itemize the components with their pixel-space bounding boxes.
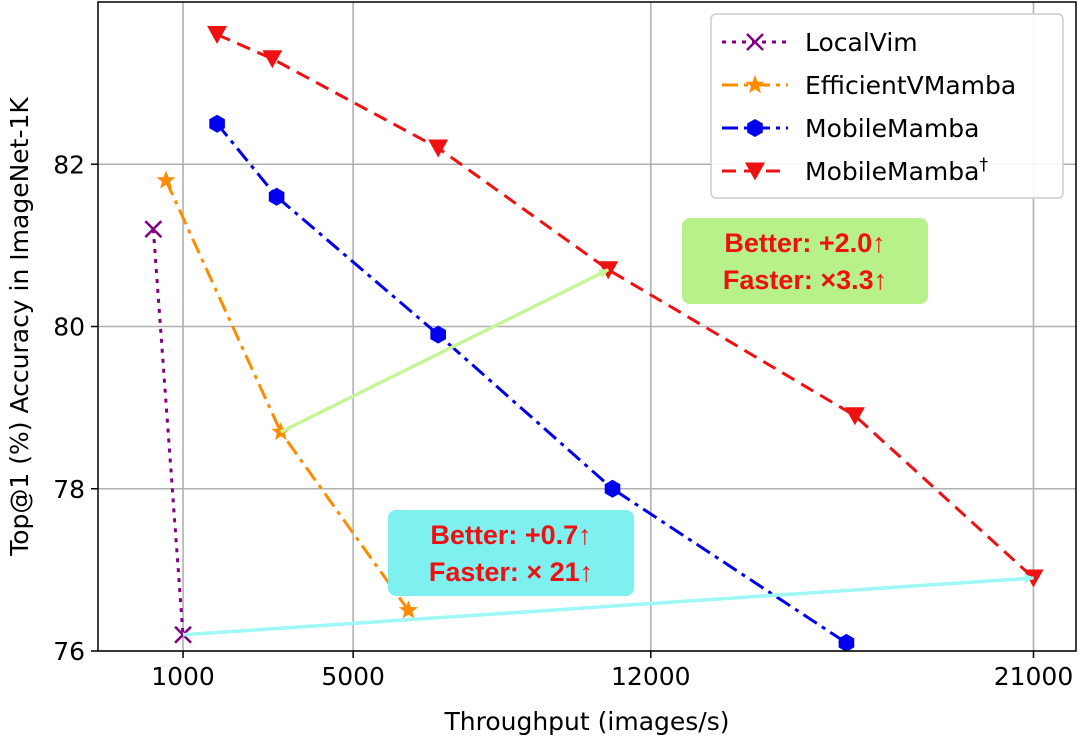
data-point: [844, 407, 865, 426]
legend-entry: MobileMamba†: [722, 155, 988, 186]
series-mobilemamba: [209, 114, 855, 652]
data-point: [398, 600, 418, 619]
legend-label-text: LocalVim: [805, 28, 918, 57]
data-point: [144, 220, 163, 239]
annotations-group: Better: +2.0↑ Faster: ×3.3↑ Better: +0.7↑ F…: [182, 218, 1035, 637]
x-tick-label: 12000: [611, 662, 691, 691]
legend-marker: [745, 162, 765, 181]
annotation-arrow: [280, 268, 610, 434]
annotation-box: [388, 510, 634, 596]
legend-label-text: EfficientVMamba: [805, 71, 1016, 100]
y-tick-label: 82: [53, 150, 85, 179]
legend-label: MobileMamba: [805, 114, 979, 143]
annotation-arrow: [182, 573, 1035, 637]
axis-ticks: 1000 5000 12000 21000 76 78 80 82: [53, 150, 1073, 691]
data-point: [209, 114, 225, 133]
legend-entry: EfficientVMamba: [722, 71, 1016, 100]
series-line: [151, 228, 185, 635]
legend-label: EfficientVMamba: [805, 71, 1016, 100]
x-tick-label: 1000: [151, 662, 215, 691]
legend-label: LocalVim: [805, 28, 918, 57]
legend-marker: [745, 75, 765, 94]
data-point: [838, 633, 855, 652]
legend-marker: [746, 33, 764, 51]
series-line: [216, 33, 1035, 580]
annotation-box: [682, 218, 928, 304]
annotation-text: Faster: ×3.3↑: [723, 265, 887, 295]
annotation-text: Faster: × 21↑: [429, 557, 593, 587]
annotation-text: Better: +2.0↑: [724, 228, 885, 258]
legend-marker: [747, 119, 763, 137]
data-point: [156, 170, 176, 189]
data-point: [430, 325, 446, 344]
y-tick-label: 76: [53, 637, 85, 666]
data-point: [207, 25, 228, 44]
series-line: [215, 122, 848, 645]
series-group: [144, 25, 1044, 652]
legend-label: MobileMamba†: [805, 155, 988, 186]
y-tick-label: 78: [53, 475, 85, 504]
legend: LocalVimEfficientVMambaMobileMambaMobile…: [710, 13, 1064, 199]
legend-entry: LocalVim: [722, 28, 918, 57]
series-line: [164, 179, 410, 612]
series-efficientvmamba: [156, 170, 418, 619]
annotation-1: Better: +2.0↑ Faster: ×3.3↑: [280, 218, 928, 434]
x-axis-label: Throughput (images/s): [443, 707, 729, 736]
legend-entry: MobileMamba: [722, 114, 979, 143]
data-point: [428, 139, 449, 158]
data-point: [262, 50, 283, 69]
annotation-text: Better: +0.7↑: [430, 520, 591, 550]
legend-label-text: MobileMamba: [805, 114, 979, 143]
x-tick-label: 5000: [321, 662, 385, 691]
legend-label-text: MobileMamba: [805, 157, 979, 186]
series-localvim: [144, 220, 192, 644]
x-tick-label: 21000: [994, 662, 1074, 691]
legend-frame: [710, 13, 1064, 199]
y-axis-label: Top@1 (%) Accuracy in ImageNet-1K: [5, 97, 34, 557]
annotation-2: Better: +0.7↑ Faster: × 21↑: [182, 510, 1035, 637]
data-point: [268, 187, 285, 206]
data-point: [604, 479, 621, 498]
legend-label-superscript: †: [979, 155, 988, 175]
y-tick-label: 80: [53, 313, 85, 342]
